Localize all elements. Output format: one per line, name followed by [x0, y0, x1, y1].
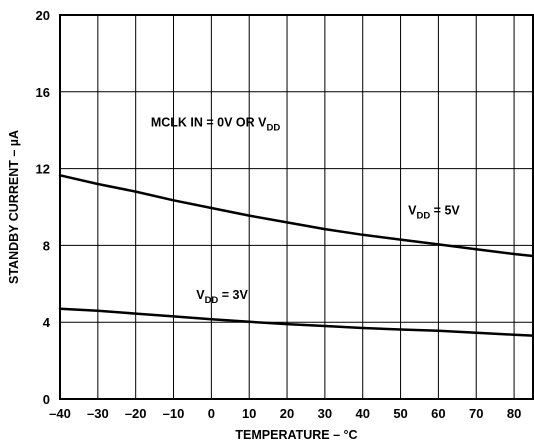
- annotations: MCLK IN = 0V OR VDD VDD = 5V VDD = 3V: [151, 115, 461, 306]
- grid-lines: [59, 14, 533, 400]
- x-tick-label: 20: [280, 406, 294, 421]
- x-tick-label: 60: [431, 406, 445, 421]
- y-tick-label: 0: [43, 392, 50, 407]
- x-tick-label: –10: [163, 406, 185, 421]
- x-axis-title: TEMPERATURE – °C: [235, 428, 357, 441]
- y-tick-labels: 0 4 8 12 16 20: [36, 8, 51, 407]
- series-lines: [58, 174, 534, 337]
- x-tick-label: 30: [318, 406, 332, 421]
- annotation-vdd3: VDD = 3V: [196, 288, 248, 306]
- x-tick-label: 0: [208, 406, 215, 421]
- x-tick-label: 50: [393, 406, 407, 421]
- x-tick-label: –20: [125, 406, 147, 421]
- series-line-vdd-5v: [58, 174, 534, 258]
- x-tick-label: 80: [507, 406, 521, 421]
- x-tick-label: 10: [242, 406, 256, 421]
- x-tick-labels: –40 –30 –20 –10 0 10 20 30 40 50 60 70 80: [49, 406, 521, 421]
- y-tick-label: 16: [36, 85, 50, 100]
- y-tick-label: 8: [43, 238, 50, 253]
- y-tick-label: 12: [36, 162, 50, 177]
- y-axis-title: STANDBY CURRENT – µA: [7, 130, 21, 284]
- series-line-vdd-3v: [58, 307, 534, 337]
- x-tick-label: –40: [49, 406, 71, 421]
- plot-frame: [59, 14, 534, 400]
- x-tick-label: 40: [355, 406, 369, 421]
- x-tick-label: 70: [469, 406, 483, 421]
- annotation-mclk: MCLK IN = 0V OR VDD: [151, 115, 281, 133]
- x-tick-label: –30: [87, 406, 109, 421]
- y-tick-label: 20: [36, 8, 50, 23]
- y-tick-label: 4: [43, 315, 51, 330]
- annotation-vdd5: VDD = 5V: [408, 204, 460, 222]
